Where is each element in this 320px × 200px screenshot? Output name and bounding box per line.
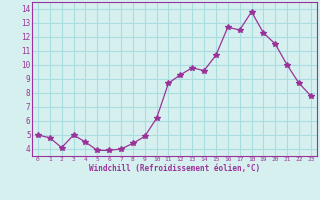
X-axis label: Windchill (Refroidissement éolien,°C): Windchill (Refroidissement éolien,°C)	[89, 164, 260, 173]
